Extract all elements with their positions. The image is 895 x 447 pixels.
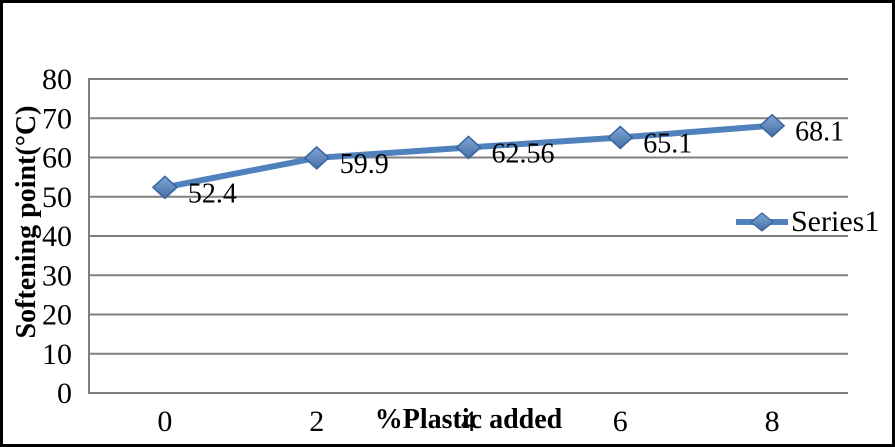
y-tick-label: 40 <box>42 220 72 253</box>
y-axis-title: Softening point(°C) <box>11 105 42 339</box>
legend: Series1 <box>735 204 879 240</box>
x-tick-label: 6 <box>613 405 628 438</box>
x-tick-label: 2 <box>309 405 324 438</box>
data-point-label: 52.4 <box>188 178 237 209</box>
y-tick-label: 80 <box>42 63 72 96</box>
tick-and-data-labels: 0 10 20 30 40 50 60 70 80 0 2 4 6 8 52.4 59.9 62.56 65.1 6… <box>42 63 844 438</box>
data-point-marker <box>758 113 786 138</box>
data-point-marker <box>303 145 330 170</box>
y-tick-label: 70 <box>42 102 72 135</box>
legend-label: Series1 <box>791 205 880 238</box>
gridlines <box>89 78 848 394</box>
x-tick-label: 4 <box>461 405 476 438</box>
data-point-label: 59.9 <box>340 149 389 180</box>
data-point-marker <box>151 175 179 200</box>
data-point-marker <box>455 135 482 160</box>
data-point-label: 68.1 <box>795 117 844 148</box>
x-tick-label: 8 <box>765 405 780 438</box>
y-tick-label: 50 <box>42 181 72 214</box>
y-tick-label: 20 <box>42 299 72 332</box>
x-tick-label: 0 <box>157 405 172 438</box>
y-tick-label: 30 <box>42 259 72 292</box>
x-axis-title: %Plastic added <box>374 404 563 435</box>
y-tick-label: 60 <box>42 142 72 175</box>
series-layer <box>151 113 786 200</box>
data-point-label: 65.1 <box>643 128 692 159</box>
y-tick-label: 0 <box>57 377 72 410</box>
legend-line-marker-icon <box>736 212 788 232</box>
y-tick-label: 10 <box>42 338 72 371</box>
data-point-label: 62.56 <box>492 138 555 169</box>
data-point-marker <box>607 125 634 150</box>
